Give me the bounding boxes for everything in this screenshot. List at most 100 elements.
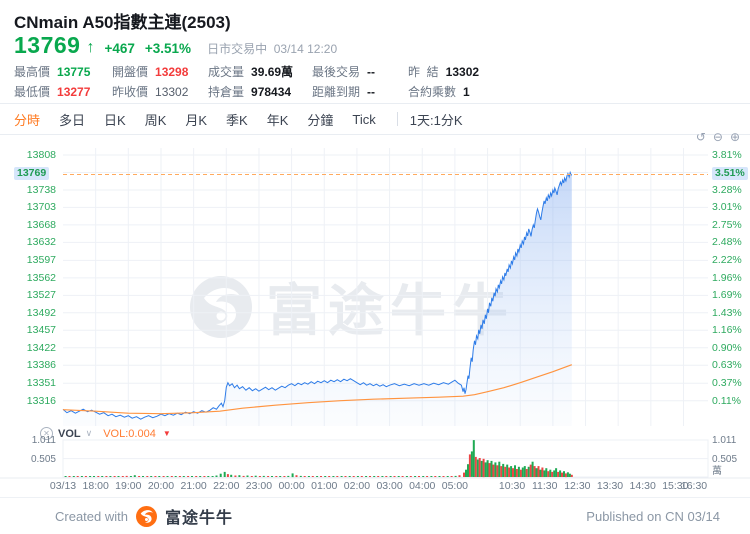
current-price-tag: 13769 <box>14 167 50 181</box>
y-axis-pct-label: 0.11% <box>712 394 741 407</box>
info-cell: 合約乘數 1 <box>408 82 538 102</box>
y-axis-pct-label: 2.22% <box>712 254 742 267</box>
y-axis-price-label: 13668 <box>26 218 56 231</box>
x-axis-time-label: 01:00 <box>311 480 338 492</box>
info-label: 持倉量 <box>208 85 245 99</box>
x-axis-time-label: 13:30 <box>596 480 624 492</box>
zoom-out-icon[interactable]: ⊖ <box>712 130 723 144</box>
x-axis-time-label: 19:00 <box>115 480 142 492</box>
quote-info-grid: 最高價 13775 開盤價 13298 成交量 39.69萬 最後交易 -- 昨 結 13302 最… <box>14 62 538 102</box>
last-price: 13769 <box>14 32 81 58</box>
y-axis-pct-label: 1.69% <box>712 289 742 302</box>
y-axis-price-label: 13597 <box>26 254 56 267</box>
info-label: 昨 結 <box>408 65 439 79</box>
x-axis-time-label: 14:30 <box>629 480 656 492</box>
y-axis-pct-label: 3.01% <box>712 201 742 214</box>
chart-region: 富途牛牛 ↺ ⊖ ⊕ ✕ VOL ∨ VOL:0.004 ▼ 13808 3.81% 1… <box>0 131 750 496</box>
y-axis-price-label: 13492 <box>26 306 56 319</box>
volume-axis-label: 1.011 <box>31 435 56 447</box>
price-change: +467 <box>104 41 135 56</box>
x-axis-time-label: 18:00 <box>82 480 109 492</box>
y-axis-pct-label: 2.48% <box>712 236 742 249</box>
brand-name: 富途牛牛 <box>164 510 233 527</box>
info-value: 13302 <box>445 65 480 79</box>
period-label[interactable]: 1天:1分K <box>409 112 463 128</box>
y-axis-pct-label: 1.16% <box>712 324 742 337</box>
chart-toolbar: ↺ ⊖ ⊕ <box>696 131 740 143</box>
info-cell: 最高價 13775 <box>14 62 112 82</box>
tab-分鐘[interactable]: 分鐘 <box>307 112 334 128</box>
y-axis-price-label: 13738 <box>26 183 56 196</box>
y-axis-price-label: 13527 <box>26 289 56 302</box>
price-chart-canvas[interactable] <box>0 138 750 496</box>
x-axis-time-label: 03:00 <box>376 480 403 492</box>
x-axis-time-label: 00:00 <box>278 480 305 492</box>
x-axis-time-label: 15:30 <box>662 480 689 492</box>
volume-legend: ✕ VOL ∨ VOL:0.004 ▼ <box>40 427 171 440</box>
info-cell: 最後交易 -- <box>312 62 408 82</box>
tab-分時[interactable]: 分時 <box>14 112 41 128</box>
info-cell: 最低價 13277 <box>14 82 112 102</box>
tab-Tick[interactable]: Tick <box>352 111 376 127</box>
y-axis-price-label: 13808 <box>26 149 56 161</box>
volume-axis-label: 0.505 <box>30 453 56 465</box>
volume-axis-label: 1.011 <box>712 435 737 447</box>
volume-unit-label: 萬 <box>712 466 722 477</box>
up-arrow-icon: ↑ <box>86 39 95 56</box>
page-title: CNmain A50指數主連(2503) <box>14 13 231 32</box>
footer-brand: Created with 富途牛牛 <box>55 504 233 528</box>
tab-多日[interactable]: 多日 <box>59 112 86 128</box>
info-value: 13302 <box>155 85 189 99</box>
info-cell: 距離到期 -- <box>312 82 408 102</box>
y-axis-pct-label: 1.96% <box>712 271 742 284</box>
y-axis-price-label: 13386 <box>26 359 56 372</box>
tab-周K[interactable]: 周K <box>144 112 167 128</box>
x-axis-time-label: 23:00 <box>245 480 273 492</box>
session-status: 日市交易中 03/14 12:20 <box>207 42 338 56</box>
chevron-down-icon[interactable]: ∨ <box>85 428 93 438</box>
x-axis-time-label: 03/13 <box>49 480 77 492</box>
info-value: 13775 <box>57 65 91 79</box>
x-axis-time-label: 05:00 <box>441 480 469 492</box>
info-value: 1 <box>463 85 470 99</box>
tab-年K[interactable]: 年K <box>266 112 289 128</box>
period-tabs: 分時 多日 日K 周K 月K 季K 年K 分鐘 Tick 1天:1分K <box>0 104 750 135</box>
volume-indicator-label[interactable]: VOL <box>58 427 81 440</box>
info-label: 昨收價 <box>112 85 149 99</box>
footer: Created with 富途牛牛 Published on CN 03/14 <box>0 497 750 534</box>
x-axis-time-label: 20:00 <box>147 480 175 492</box>
y-axis-price-label: 13316 <box>26 394 56 407</box>
volume-close-icon[interactable]: ✕ <box>40 427 53 440</box>
info-label: 距離到期 <box>312 85 361 99</box>
x-axis-time-label: 04:00 <box>409 480 436 492</box>
x-axis-time-label: 12:30 <box>564 480 591 492</box>
info-label: 最低價 <box>14 85 51 99</box>
y-axis-pct-label: 0.90% <box>712 341 742 354</box>
price-change-pct: +3.51% <box>144 41 192 56</box>
published-on-text: Published on CN 03/14 <box>586 508 720 524</box>
tab-月K[interactable]: 月K <box>185 112 208 128</box>
reset-zoom-icon[interactable]: ↺ <box>695 130 706 144</box>
info-cell: 成交量 39.69萬 <box>208 62 312 82</box>
zoom-in-icon[interactable]: ⊕ <box>729 130 740 144</box>
x-axis-time-label: 22:00 <box>213 480 240 492</box>
created-with-text: Created with <box>55 508 128 524</box>
info-cell: 昨 結 13302 <box>408 62 538 82</box>
x-axis-time-label: 11:30 <box>531 480 558 492</box>
tab-separator <box>396 112 398 126</box>
current-pct-tag: 3.51% <box>712 167 748 181</box>
x-axis-time-label: 16:30 <box>680 480 708 492</box>
info-label: 開盤價 <box>112 65 149 79</box>
y-axis-pct-label: 1.43% <box>712 306 742 319</box>
tab-日K[interactable]: 日K <box>104 112 126 128</box>
y-axis-pct-label: 0.63% <box>712 359 742 372</box>
info-value: 978434 <box>251 85 292 99</box>
info-row-0: 最高價 13775 開盤價 13298 成交量 39.69萬 最後交易 -- 昨 結 13302 <box>14 62 538 82</box>
tab-季K[interactable]: 季K <box>226 112 248 128</box>
info-value: 39.69萬 <box>251 65 294 79</box>
y-axis-pct-label: 3.81% <box>712 149 742 161</box>
y-axis-price-label: 13562 <box>26 271 56 284</box>
info-label: 最高價 <box>14 65 51 79</box>
y-axis-price-label: 13632 <box>26 236 56 249</box>
